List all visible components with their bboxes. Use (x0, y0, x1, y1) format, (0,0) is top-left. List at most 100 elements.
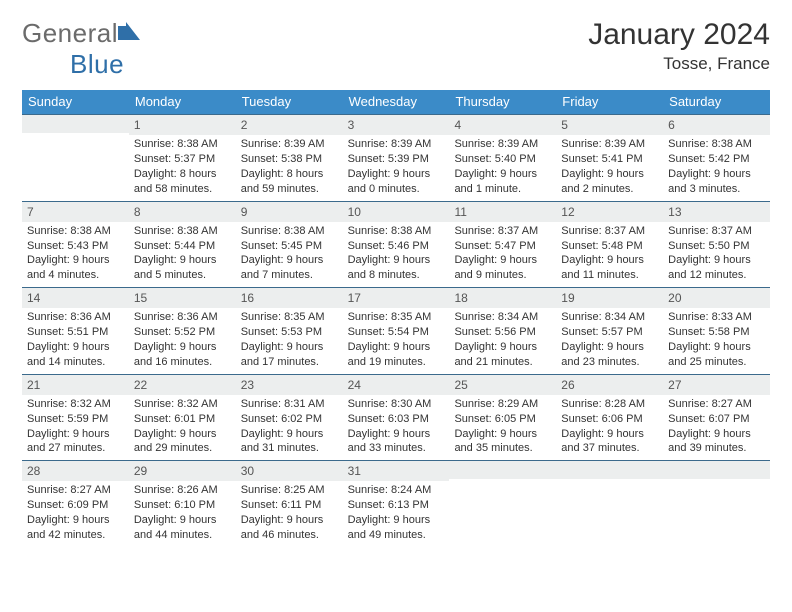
day-line: Daylight: 9 hours (454, 340, 551, 355)
week-row: 1Sunrise: 8:38 AMSunset: 5:37 PMDaylight… (22, 114, 770, 201)
day-line: Sunrise: 8:25 AM (241, 483, 338, 498)
day-cell: 9Sunrise: 8:38 AMSunset: 5:45 PMDaylight… (236, 202, 343, 288)
day-line: Sunset: 5:53 PM (241, 325, 338, 340)
day-line: Daylight: 9 hours (348, 427, 445, 442)
day-line: Sunset: 6:03 PM (348, 412, 445, 427)
day-line: Daylight: 9 hours (27, 427, 124, 442)
day-number: 15 (129, 288, 236, 308)
day-line: Sunrise: 8:38 AM (241, 224, 338, 239)
day-line: Sunrise: 8:24 AM (348, 483, 445, 498)
day-number (449, 461, 556, 479)
day-line: Sunrise: 8:38 AM (134, 224, 231, 239)
weeks-container: 1Sunrise: 8:38 AMSunset: 5:37 PMDaylight… (22, 114, 770, 547)
day-line: Sunrise: 8:34 AM (561, 310, 658, 325)
day-line: Sunrise: 8:37 AM (668, 224, 765, 239)
day-line: Daylight: 9 hours (561, 167, 658, 182)
day-line: Sunset: 6:07 PM (668, 412, 765, 427)
brand-logo: General Blue (22, 18, 144, 80)
day-cell: 8Sunrise: 8:38 AMSunset: 5:44 PMDaylight… (129, 202, 236, 288)
day-line: Sunrise: 8:34 AM (454, 310, 551, 325)
day-number: 4 (449, 115, 556, 135)
day-line: Sunrise: 8:37 AM (454, 224, 551, 239)
dow-thursday: Thursday (449, 90, 556, 114)
dow-saturday: Saturday (663, 90, 770, 114)
day-line: Sunrise: 8:38 AM (27, 224, 124, 239)
day-cell (449, 461, 556, 547)
day-line: Sunset: 5:57 PM (561, 325, 658, 340)
day-line: Sunrise: 8:31 AM (241, 397, 338, 412)
day-cell: 5Sunrise: 8:39 AMSunset: 5:41 PMDaylight… (556, 115, 663, 201)
day-line: Daylight: 9 hours (454, 253, 551, 268)
title-block: January 2024 Tosse, France (588, 18, 770, 74)
day-line: Daylight: 9 hours (241, 253, 338, 268)
day-line: Sunset: 5:51 PM (27, 325, 124, 340)
day-line: Sunset: 5:41 PM (561, 152, 658, 167)
brand-part2: Blue (70, 49, 124, 79)
day-line: Sunset: 6:10 PM (134, 498, 231, 513)
day-line: Sunrise: 8:26 AM (134, 483, 231, 498)
day-line: Sunrise: 8:33 AM (668, 310, 765, 325)
day-line: and 49 minutes. (348, 528, 445, 543)
day-line: Daylight: 9 hours (241, 427, 338, 442)
day-number: 1 (129, 115, 236, 135)
day-line: and 25 minutes. (668, 355, 765, 370)
day-line: Daylight: 9 hours (27, 253, 124, 268)
day-cell: 18Sunrise: 8:34 AMSunset: 5:56 PMDayligh… (449, 288, 556, 374)
calendar-page: General Blue January 2024 Tosse, France … (0, 0, 792, 557)
dow-friday: Friday (556, 90, 663, 114)
day-line: and 39 minutes. (668, 441, 765, 456)
day-number: 20 (663, 288, 770, 308)
dow-wednesday: Wednesday (343, 90, 450, 114)
day-line: and 44 minutes. (134, 528, 231, 543)
day-number (663, 461, 770, 479)
day-line: Daylight: 9 hours (454, 167, 551, 182)
day-line: Sunset: 6:11 PM (241, 498, 338, 513)
day-line: and 59 minutes. (241, 182, 338, 197)
day-cell: 2Sunrise: 8:39 AMSunset: 5:38 PMDaylight… (236, 115, 343, 201)
day-line: and 21 minutes. (454, 355, 551, 370)
day-line: and 58 minutes. (134, 182, 231, 197)
day-cell: 26Sunrise: 8:28 AMSunset: 6:06 PMDayligh… (556, 375, 663, 461)
day-cell: 15Sunrise: 8:36 AMSunset: 5:52 PMDayligh… (129, 288, 236, 374)
day-number: 6 (663, 115, 770, 135)
day-cell: 12Sunrise: 8:37 AMSunset: 5:48 PMDayligh… (556, 202, 663, 288)
day-cell (663, 461, 770, 547)
day-line: Daylight: 9 hours (27, 513, 124, 528)
dow-monday: Monday (129, 90, 236, 114)
day-line: Sunset: 5:48 PM (561, 239, 658, 254)
day-line: and 46 minutes. (241, 528, 338, 543)
day-line: Sunrise: 8:38 AM (668, 137, 765, 152)
day-cell: 30Sunrise: 8:25 AMSunset: 6:11 PMDayligh… (236, 461, 343, 547)
day-line: and 2 minutes. (561, 182, 658, 197)
day-cell: 20Sunrise: 8:33 AMSunset: 5:58 PMDayligh… (663, 288, 770, 374)
day-line: Sunset: 5:42 PM (668, 152, 765, 167)
day-line: Daylight: 9 hours (668, 253, 765, 268)
day-line: Daylight: 9 hours (561, 427, 658, 442)
day-number: 16 (236, 288, 343, 308)
month-title: January 2024 (588, 18, 770, 52)
day-line: Sunset: 5:59 PM (27, 412, 124, 427)
day-line: Sunrise: 8:28 AM (561, 397, 658, 412)
day-cell (556, 461, 663, 547)
day-line: Daylight: 9 hours (134, 253, 231, 268)
day-number: 29 (129, 461, 236, 481)
day-cell: 29Sunrise: 8:26 AMSunset: 6:10 PMDayligh… (129, 461, 236, 547)
day-line: and 29 minutes. (134, 441, 231, 456)
day-number: 25 (449, 375, 556, 395)
day-line: and 19 minutes. (348, 355, 445, 370)
day-number: 7 (22, 202, 129, 222)
day-line: Sunrise: 8:39 AM (241, 137, 338, 152)
day-line: Sunrise: 8:39 AM (348, 137, 445, 152)
day-line: Daylight: 8 hours (134, 167, 231, 182)
day-line: and 31 minutes. (241, 441, 338, 456)
day-line: Sunset: 5:43 PM (27, 239, 124, 254)
day-line: Daylight: 9 hours (348, 253, 445, 268)
day-line: Sunrise: 8:36 AM (134, 310, 231, 325)
day-number: 28 (22, 461, 129, 481)
day-cell: 28Sunrise: 8:27 AMSunset: 6:09 PMDayligh… (22, 461, 129, 547)
dow-sunday: Sunday (22, 90, 129, 114)
day-line: Daylight: 9 hours (561, 340, 658, 355)
day-number: 30 (236, 461, 343, 481)
day-line: Sunset: 6:05 PM (454, 412, 551, 427)
day-cell: 23Sunrise: 8:31 AMSunset: 6:02 PMDayligh… (236, 375, 343, 461)
